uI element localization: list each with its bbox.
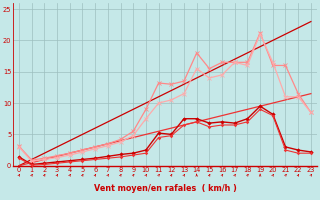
X-axis label: Vent moyen/en rafales  ( km/h ): Vent moyen/en rafales ( km/h ): [93, 184, 236, 193]
